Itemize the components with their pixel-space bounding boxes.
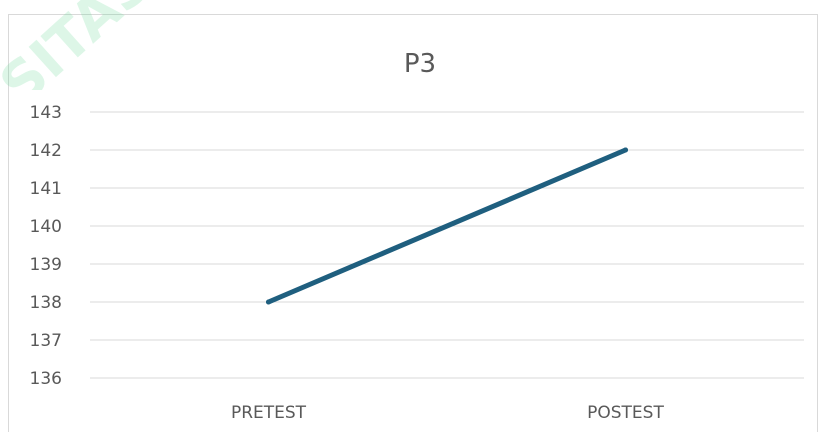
chart-border xyxy=(8,14,818,432)
grid-layer xyxy=(90,111,804,379)
y-tick-label: 137 xyxy=(30,331,62,351)
data-point xyxy=(623,147,628,153)
y-tick-label: 143 xyxy=(30,103,62,123)
x-axis: PRETEST POSTEST xyxy=(231,403,665,423)
data-point xyxy=(266,299,271,305)
y-tick-label: 141 xyxy=(30,179,62,199)
x-tick-label: POSTEST xyxy=(587,403,664,423)
x-tick-label: PRETEST xyxy=(231,403,307,423)
watermark: SITAS Y xyxy=(0,0,210,90)
series-line xyxy=(266,147,628,305)
y-axis: 136 137 138 139 140 141 142 143 xyxy=(30,103,62,389)
y-tick-label: 140 xyxy=(30,217,62,237)
y-tick-label: 138 xyxy=(30,293,62,313)
y-tick-label: 142 xyxy=(30,141,62,161)
y-tick-label: 139 xyxy=(30,255,62,275)
chart-title: P3 xyxy=(404,49,436,79)
y-tick-label: 136 xyxy=(30,369,62,389)
series-layer xyxy=(266,147,628,305)
